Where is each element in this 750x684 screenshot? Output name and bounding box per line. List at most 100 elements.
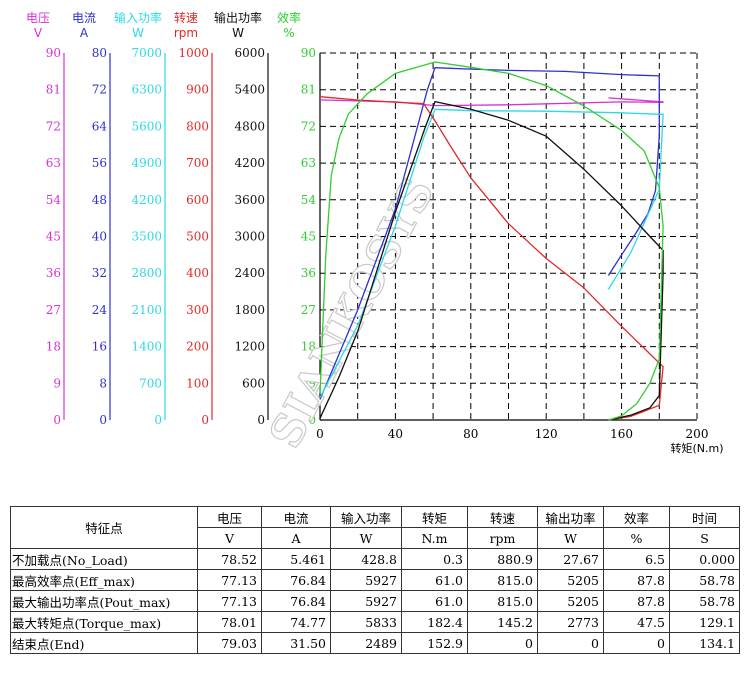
tick-label-input_power: 0 (154, 413, 162, 427)
table-cell: 61.0 (401, 590, 468, 612)
table-cell: 58.78 (669, 569, 740, 591)
tick-label-current: 40 (92, 230, 107, 244)
table-cell: 815.0 (467, 590, 538, 612)
table-cell: 77.13 (197, 590, 262, 612)
column-unit: V (197, 527, 262, 549)
axis-unit-speed: rpm (174, 26, 198, 40)
table-cell: 87.8 (603, 569, 670, 591)
tick-label-voltage: 90 (46, 46, 61, 60)
table-row: 最高效率点(Eff_max) 77.13 76.84 5927 61.0 815.0 520… (10, 569, 740, 591)
tick-label-efficiency: 9 (308, 376, 316, 390)
tick-label-speed: 800 (186, 119, 209, 133)
table-row: 最大输出功率点(Pout_max) 77.13 76.84 5927 61.0 815.0… (10, 590, 740, 612)
tick-label-output_power: 2400 (234, 266, 265, 280)
tick-label-output_power: 5400 (234, 83, 265, 97)
table-cell: 5.461 (261, 548, 331, 570)
x-tick-label: 0 (316, 427, 324, 441)
table-cell: 76.84 (261, 569, 331, 591)
axis-title-efficiency: 效率 (277, 10, 301, 25)
tick-label-speed: 200 (186, 340, 209, 354)
table-cell: 47.5 (603, 611, 670, 633)
feature-point-name: 最大输出功率点(Pout_max) (10, 590, 198, 612)
table-cell: 76.84 (261, 590, 331, 612)
tick-label-efficiency: 72 (301, 119, 316, 133)
tick-label-input_power: 1400 (131, 340, 162, 354)
tick-label-current: 72 (92, 83, 107, 97)
table-cell: 61.0 (401, 569, 468, 591)
tick-label-speed: 1000 (178, 46, 209, 60)
tick-label-voltage: 27 (46, 303, 61, 317)
x-tick-label: 80 (463, 427, 478, 441)
axis-title-speed: 转速 (174, 10, 198, 25)
tick-label-output_power: 1200 (234, 340, 265, 354)
feature-point-header: 特征点 (10, 506, 198, 549)
tick-label-current: 24 (92, 303, 108, 317)
tick-label-input_power: 5600 (131, 119, 162, 133)
table-cell: 428.8 (330, 548, 402, 570)
table-cell: 134.1 (669, 632, 740, 654)
series-line-current (319, 67, 660, 400)
tick-label-current: 48 (92, 193, 107, 207)
column-header: 输出功率 (537, 506, 604, 528)
tick-label-efficiency: 36 (301, 266, 316, 280)
tick-label-input_power: 6300 (131, 83, 162, 97)
table-cell: 31.50 (261, 632, 331, 654)
tick-label-efficiency: 45 (301, 230, 316, 244)
tick-label-current: 64 (92, 119, 108, 133)
tick-label-output_power: 0 (257, 413, 265, 427)
table-cell: 78.52 (197, 548, 262, 570)
tick-label-speed: 500 (186, 230, 209, 244)
table-cell: 2489 (330, 632, 402, 654)
table-cell: 5833 (330, 611, 402, 633)
axis-unit-current: A (80, 26, 89, 40)
tick-label-efficiency: 81 (301, 83, 316, 97)
column-header: 转速 (467, 506, 538, 528)
table-unit-row: V A W N.m rpm W% S (11, 527, 740, 549)
feature-point-name: 结束点(End) (10, 632, 198, 654)
x-tick-label: 160 (610, 427, 633, 441)
column-unit: S (669, 527, 740, 549)
column-unit: W (330, 527, 402, 549)
column-unit: N.m (401, 527, 468, 549)
table-row: 最大转矩点(Torque_max) 78.01 74.77 5833 182.4 145.… (10, 611, 740, 633)
tick-label-voltage: 18 (46, 340, 61, 354)
table-cell: 145.2 (467, 611, 538, 633)
axis-unit-efficiency: % (283, 26, 294, 40)
table-cell: 79.03 (197, 632, 262, 654)
feature-point-table: 特征点 电压 电流 输入功率 转矩 转速 输出功率 效率 时间 V A W N.m rpm W% S 不加载点(… (10, 506, 740, 654)
tick-label-output_power: 600 (242, 376, 265, 390)
table-cell: 74.77 (261, 611, 331, 633)
tick-label-voltage: 45 (46, 230, 61, 244)
tick-label-speed: 0 (201, 413, 209, 427)
table-cell: 880.9 (467, 548, 538, 570)
tick-label-voltage: 0 (53, 413, 61, 427)
table-cell: 77.13 (197, 569, 262, 591)
axis-title-voltage: 电压 (26, 11, 50, 25)
table-cell: 0.3 (401, 548, 468, 570)
series-line-input_power (319, 108, 664, 398)
watermark-text: SIANKOSYS (260, 170, 445, 456)
tick-label-speed: 900 (186, 83, 209, 97)
tick-label-speed: 600 (186, 193, 209, 207)
table-cell: 5927 (330, 569, 402, 591)
table-cell: 5205 (537, 569, 604, 591)
tick-label-voltage: 72 (46, 119, 61, 133)
motor-performance-chart: 电压V90817263544536271890电流A80726456484032… (26, 10, 724, 457)
tick-label-input_power: 4900 (131, 156, 162, 170)
column-header: 输入功率 (330, 506, 402, 528)
tick-label-voltage: 54 (46, 193, 62, 207)
tick-label-speed: 100 (186, 376, 209, 390)
tick-label-input_power: 3500 (131, 230, 162, 244)
tick-label-output_power: 4800 (234, 119, 265, 133)
tick-label-efficiency: 27 (301, 303, 316, 317)
table-cell: 182.4 (401, 611, 468, 633)
series-line-speed (319, 96, 664, 421)
axis-unit-input_power: W (132, 26, 144, 40)
column-unit: rpm (467, 527, 538, 549)
tick-label-output_power: 3600 (234, 193, 265, 207)
tick-label-input_power: 700 (139, 376, 162, 390)
series-line-output_power (319, 100, 664, 421)
axis-title-current: 电流 (72, 11, 96, 25)
tick-label-current: 56 (92, 156, 107, 170)
